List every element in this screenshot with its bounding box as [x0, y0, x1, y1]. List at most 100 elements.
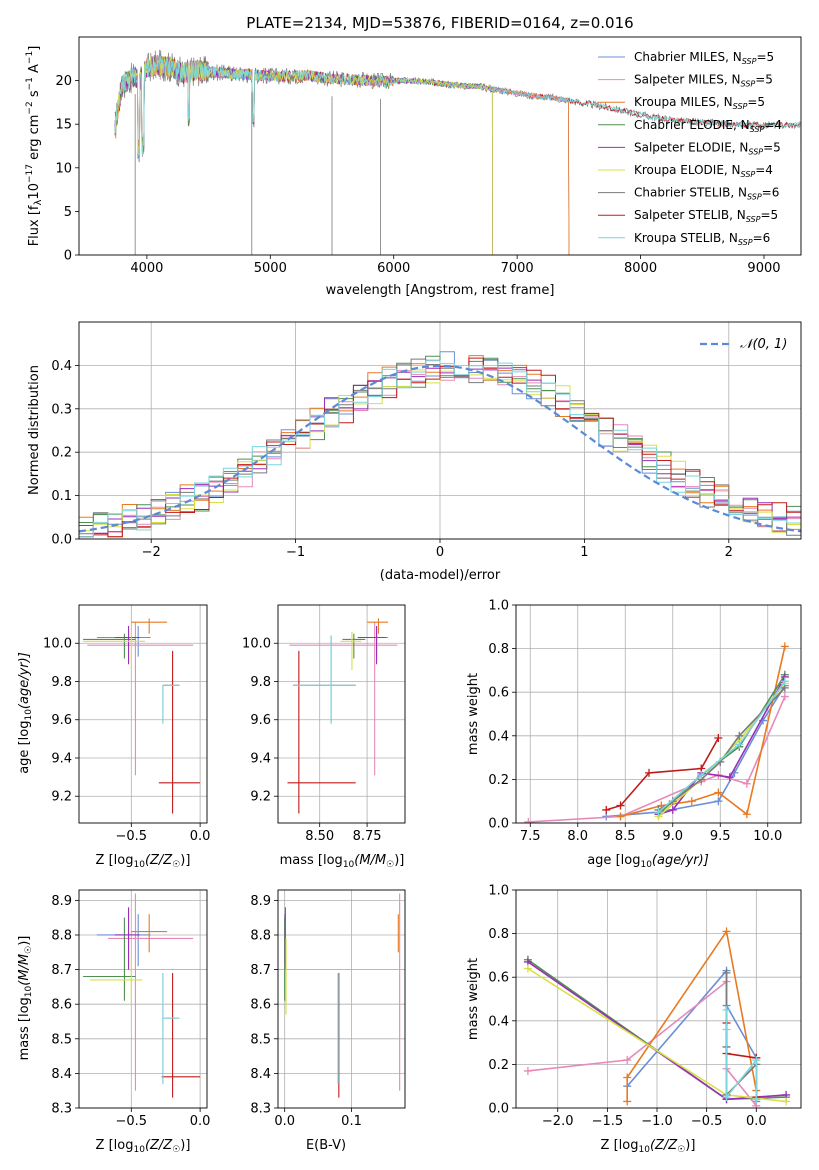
- x-tick-label: −2: [142, 545, 161, 560]
- x-tick-label: 0.1: [341, 1114, 362, 1129]
- weight-marker-salpeter-stelib: [645, 768, 653, 777]
- y-tick-label: 9.8: [250, 675, 271, 690]
- weight-marker-kroupa-miles: [687, 797, 696, 806]
- weight-marker-kroupa-stelib: [722, 1005, 731, 1014]
- y-tick-label: 10.0: [43, 637, 72, 652]
- y-tick-label: 0.8: [488, 927, 509, 942]
- weight-marker-kroupa-stelib: [654, 808, 663, 817]
- weight-marker-chabrier-miles: [714, 797, 723, 806]
- weight-marker-salpeter-miles: [523, 1066, 532, 1075]
- weight-vs-metallicity-panel: −2.0 −1.5 −1.0 −0.5 0.0 0.0 0.2 0.4 0.6 0.8 1.0 Z …: [466, 884, 802, 1155]
- weight-marker-salpeter-elodie: [668, 805, 677, 814]
- residuals-ylabel: Normed distribution: [27, 365, 42, 495]
- weight-marker-kroupa-miles: [623, 1073, 632, 1082]
- x-tick-label: 4000: [130, 261, 163, 276]
- weight-marker-salpeter-miles: [623, 1056, 632, 1065]
- y-tick-label: 10.0: [242, 637, 271, 652]
- x-tick-label: −0.5: [116, 829, 148, 844]
- y-tick-label: 8.9: [51, 894, 72, 909]
- histogram-kroupa-stelib: [79, 360, 801, 538]
- plot-inner: [79, 605, 207, 823]
- weight-marker-kroupa-miles: [616, 812, 625, 821]
- y-tick-label: 8.7: [250, 963, 271, 978]
- y-tick-label: 9.2: [51, 790, 72, 805]
- y-tick-label: 0.4: [488, 1014, 509, 1029]
- y-tick-label: 0.6: [488, 971, 509, 986]
- x-tick-label: −2.0: [542, 1114, 574, 1129]
- weight-marker-kroupa-elodie: [523, 964, 532, 973]
- x-tick-label: 0.0: [190, 829, 211, 844]
- residuals-plot-area: −2 −1 0 1 2 0.0 0.1 0.2 0.3 0.4 𝒩(0, 1): [51, 321, 802, 560]
- y-tick-label: 9.8: [51, 675, 72, 690]
- x-tick-label: 9000: [747, 261, 780, 276]
- legend-entry: 𝒩(0, 1): [740, 337, 787, 352]
- histogram-salpeter-stelib: [79, 357, 801, 538]
- weight-vs-metallicity-ylabel: mass weight: [466, 958, 481, 1040]
- y-tick-label: 8.5: [51, 1032, 72, 1047]
- mass-vs-metallicity-panel: −0.5 0.0 8.3 8.4 8.5 8.6 8.7 8.8 8.9 Z [log10(Z/…: [17, 889, 211, 1155]
- axes-frame: [277, 604, 406, 824]
- normal-curve: [79, 364, 801, 533]
- x-tick-label: −1.5: [592, 1114, 624, 1129]
- legend-entry: Chabrier STELIB, NSSP=6: [634, 186, 779, 202]
- y-tick-label: 20: [55, 74, 72, 89]
- axes-frame: [515, 889, 802, 1109]
- plot-inner: [114, 49, 801, 255]
- spectrum-series-kroupa-stelib: [114, 55, 801, 255]
- x-tick-label: 6000: [377, 261, 410, 276]
- age-vs-metallicity-panel: −0.5 0.09.29.49.69.810.0 Z [log10(Z/Z☉)] …: [17, 604, 211, 870]
- spectrum-legend: Chabrier MILES, NSSP=5 Salpeter MILES, NS…: [598, 50, 782, 247]
- x-tick-label: 7000: [501, 261, 534, 276]
- y-tick-label: 1.0: [488, 599, 509, 614]
- axes-frame: [277, 889, 406, 1109]
- weight-vs-age-plot-area: 7.5 8.0 8.5 9.0 9.5 10.0 0.0 0.2 0.4 0.6 0.8 1.0: [488, 599, 802, 844]
- weight-vs-age-ylabel: mass weight: [466, 673, 481, 755]
- weight-marker-salpeter-stelib: [602, 805, 611, 814]
- axes-frame: [78, 36, 802, 256]
- plot-inner: [278, 605, 405, 823]
- legend-entry: Chabrier MILES, NSSP=5: [634, 50, 774, 66]
- age-vs-metallicity-plot-area: −0.5 0.0 9.2 9.4 9.6 9.8 10.0: [43, 604, 211, 844]
- weight-line-salpeter-miles: [528, 696, 786, 823]
- mass-vs-metallicity-xlabel: Z [log10(Z/Z☉)]: [96, 1138, 191, 1155]
- age-vs-mass-plot-area: 8.50 8.75 9.2 9.4 9.6 9.8 10.0: [242, 604, 406, 844]
- mass-vs-ebv-plot-area: 0.0 0.1 8.3 8.4 8.5 8.6 8.7 8.8 8.9: [250, 889, 406, 1129]
- y-tick-label: 9.6: [250, 713, 271, 728]
- plot-inner: [516, 890, 801, 1108]
- y-tick-label: 1.0: [488, 884, 509, 899]
- y-tick-label: 9.4: [51, 751, 72, 766]
- weight-marker-kroupa-miles: [780, 642, 789, 651]
- weight-marker-kroupa-elodie: [782, 1097, 791, 1106]
- x-tick-label: 1: [580, 545, 588, 560]
- y-tick-label: 0.2: [488, 773, 509, 788]
- y-tick-label: 5: [64, 205, 72, 220]
- x-tick-label: 8.75: [353, 829, 382, 844]
- weight-marker-kroupa-miles: [714, 788, 723, 797]
- weight-marker-kroupa-stelib: [780, 677, 789, 686]
- weight-marker-kroupa-stelib: [735, 740, 744, 749]
- legend-entry: Chabrier ELODIE, NSSP=4: [634, 118, 782, 134]
- x-tick-label: −0.5: [116, 1114, 148, 1129]
- x-tick-label: 8.5: [615, 829, 636, 844]
- weight-marker-chabrier-stelib: [735, 731, 744, 740]
- y-tick-label: 8.9: [250, 894, 271, 909]
- y-tick-label: 0.4: [488, 729, 509, 744]
- y-tick-label: 8.3: [250, 1102, 271, 1117]
- weight-vs-age-xlabel: age [log10(age/yr)]: [587, 853, 709, 870]
- mass-vs-ebv-panel: 0.0 0.1 8.3 8.4 8.5 8.6 8.7 8.8 8.9 E(B-V): [250, 889, 406, 1153]
- legend-entry: Kroupa ELODIE, NSSP=4: [634, 163, 773, 179]
- x-tick-label: −1: [286, 545, 305, 560]
- y-tick-label: 8.4: [51, 1067, 72, 1082]
- legend-entry: Kroupa STELIB, NSSP=6: [634, 231, 770, 247]
- y-tick-label: 8.3: [51, 1102, 72, 1117]
- spectrum-plot-area: 4000 5000 6000 7000 8000 9000 0 5 10 15 20 Chabrier…: [55, 36, 802, 276]
- x-tick-label: 0.0: [274, 1114, 295, 1129]
- weight-marker-kroupa-stelib: [697, 771, 706, 780]
- y-tick-label: 0.2: [488, 1058, 509, 1073]
- x-tick-label: 0.0: [190, 1114, 211, 1129]
- residuals-panel: −2 −1 0 1 2 0.0 0.1 0.2 0.3 0.4 𝒩(0, 1) (data-mode…: [27, 321, 802, 583]
- y-tick-label: 8.8: [51, 928, 72, 943]
- weight-marker-salpeter-stelib: [714, 733, 723, 742]
- spectrum-ylabel: Flux [fλ10−17 erg cm−2 s−1 A−1]: [25, 46, 44, 247]
- weight-marker-kroupa-stelib: [722, 1093, 731, 1102]
